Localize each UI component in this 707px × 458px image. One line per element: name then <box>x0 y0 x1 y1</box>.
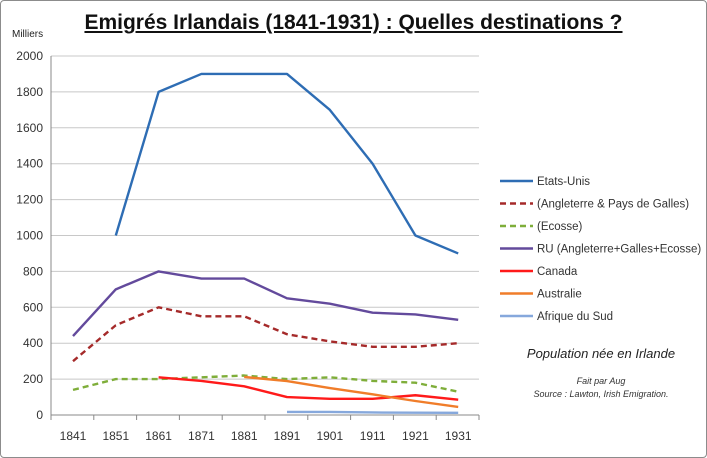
legend-label: RU (Angleterre+Galles+Ecosse) <box>537 244 701 256</box>
chart-credit: Fait par Aug Source : Lawton, Irish Emig… <box>501 375 701 401</box>
chart-title: Emigrés Irlandais (1841-1931) : Quelles … <box>84 11 623 34</box>
legend-label: Afrique du Sud <box>537 311 613 323</box>
chart-note: Population née en Irlande <box>526 346 676 361</box>
y-tick-label: 1800 <box>16 85 43 99</box>
legend-label: Etats-Unis <box>537 176 590 188</box>
x-tick-label: 1881 <box>231 429 258 443</box>
series-line-6 <box>287 410 459 415</box>
x-tick-label: 1891 <box>274 429 301 443</box>
legend-label: (Ecosse) <box>537 221 583 233</box>
y-tick-label: 0 <box>36 408 43 422</box>
y-tick-label: 800 <box>23 264 43 278</box>
series-line-4 <box>158 376 459 401</box>
y-tick-label: 1600 <box>16 121 43 135</box>
series-line-2 <box>72 374 459 393</box>
x-tick-label: 1841 <box>60 429 87 443</box>
y-tick-label: 400 <box>23 336 43 350</box>
x-tick-label: 1851 <box>102 429 129 443</box>
series-line-0 <box>114 72 459 255</box>
x-tick-label: 1921 <box>402 429 429 443</box>
x-tick-label: 1901 <box>316 429 343 443</box>
y-tick-label: 1200 <box>16 193 43 207</box>
credit-source: Source : Lawton, Irish Emigration. <box>533 389 669 399</box>
legend-label: Canada <box>537 266 578 278</box>
legend-label: Australie <box>537 289 582 301</box>
legend-label: (Angleterre & Pays de Galles) <box>537 199 689 211</box>
y-tick-label: 600 <box>23 300 43 314</box>
y-tick-label: 1000 <box>16 229 43 243</box>
x-tick-label: 1931 <box>445 429 472 443</box>
y-tick-label: 2000 <box>16 49 43 63</box>
y-tick-label: 1400 <box>16 157 43 171</box>
y-tick-label: 200 <box>23 372 43 386</box>
credit-author: Fait par Aug <box>576 376 626 386</box>
series-line-3 <box>72 270 459 337</box>
x-tick-label: 1861 <box>145 429 172 443</box>
x-tick-label: 1871 <box>188 429 215 443</box>
series-line-1 <box>72 306 459 363</box>
x-tick-label: 1911 <box>360 429 386 443</box>
y-axis-label: Milliers <box>12 29 44 40</box>
series-line-5 <box>244 375 459 409</box>
